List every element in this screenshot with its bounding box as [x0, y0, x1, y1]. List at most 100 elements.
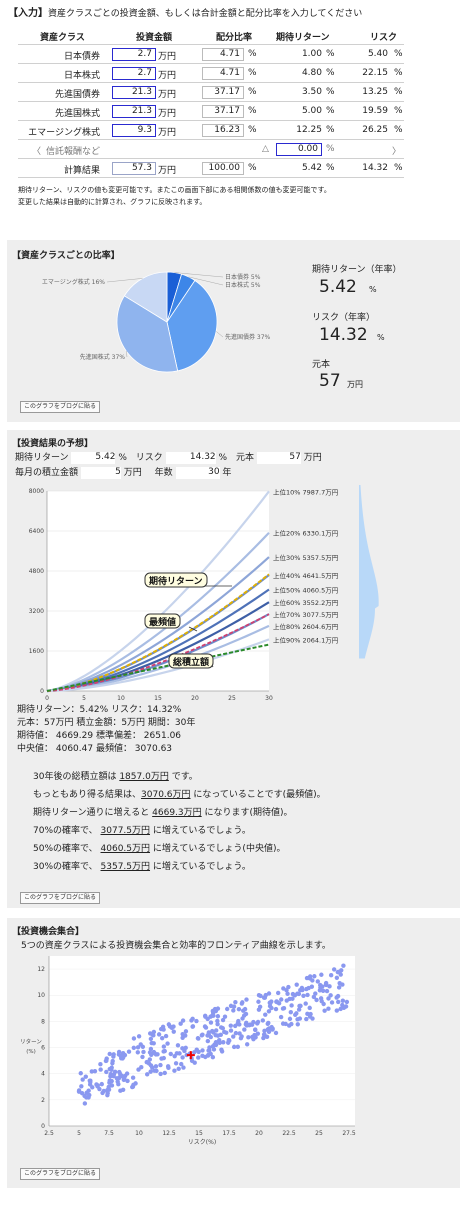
scatter-point: [233, 1030, 239, 1036]
scatter-point: [177, 1051, 182, 1056]
f-monthly-input[interactable]: 5: [80, 466, 121, 479]
risk-value[interactable]: 22.15: [362, 68, 388, 78]
scatter-point: [92, 1068, 98, 1074]
scatter-point: [165, 1041, 170, 1046]
ratio-input[interactable]: 4.71: [202, 67, 244, 80]
scatter-point: [296, 1007, 302, 1012]
scatter-point: [131, 1045, 137, 1050]
x-tick: 7.5: [104, 1130, 114, 1137]
scatter-point: [311, 994, 317, 1000]
blog-button-frontier[interactable]: このグラフをブログに貼る: [20, 1168, 101, 1180]
scatter-point: [150, 1065, 155, 1070]
scatter-point: [224, 1030, 229, 1035]
ratio-panel: 【資産クラスごとの比率】 日本債券 5% 日本株式 5% 先進国債券 37% 先進国株…: [7, 240, 460, 422]
percentile-label: 上位70% 3077.5万円: [273, 610, 338, 619]
fee-next-arrow[interactable]: 〉: [392, 147, 402, 157]
scatter-point: [220, 1026, 226, 1031]
return-value[interactable]: 12.25: [296, 125, 322, 135]
amount-input[interactable]: 9.3: [112, 124, 156, 137]
scatter-point: [326, 996, 331, 1001]
f-years-unit: 年: [222, 468, 232, 478]
scatter-point: [189, 1018, 194, 1023]
risk-value[interactable]: 19.59: [362, 106, 388, 116]
scatter-point: [299, 987, 304, 992]
scatter-point: [341, 963, 346, 968]
scatter-point: [208, 1034, 213, 1040]
return-value[interactable]: 1.00: [301, 49, 322, 59]
forecast-title: 【投資結果の予想】: [12, 439, 94, 449]
return-value[interactable]: 5.00: [301, 106, 322, 116]
pie-leader: [106, 278, 143, 283]
scatter-point: [160, 1024, 166, 1030]
risk-unit: %: [394, 49, 403, 59]
risk-value[interactable]: 5.40: [367, 49, 388, 59]
scatter-point: [323, 980, 329, 986]
col-risk: リスク: [370, 33, 398, 43]
risk-unit: %: [394, 87, 403, 97]
scatter-point: [339, 968, 344, 973]
f-risk-input[interactable]: 14.32: [165, 451, 216, 464]
scatter-point: [266, 991, 272, 996]
ratio-input[interactable]: 37.17: [202, 86, 244, 99]
scatter-point: [210, 1044, 216, 1049]
return-value[interactable]: 3.50: [301, 87, 322, 97]
risk-label: リスク（年率）: [312, 313, 376, 323]
pie-chart: 日本債券 5%日本株式 5% 先進国債券 37% 先進国株式 37% エマージング株式…: [42, 271, 271, 373]
y-tick: 0: [41, 1123, 45, 1130]
scatter-point: [287, 1016, 293, 1022]
scatter-point: [324, 988, 330, 994]
scatter-point: [116, 1052, 122, 1057]
principal-unit: 万円: [347, 380, 363, 389]
result-value: 3070.6万円: [141, 790, 191, 800]
asset-row: 日本債券 2.7 万円 4.71 % 1.00 % 5.40 %: [18, 45, 404, 64]
principal-label: 元本: [312, 360, 331, 370]
risk-value[interactable]: 26.25: [362, 125, 388, 135]
amount-input[interactable]: 2.7: [112, 48, 156, 61]
return-value[interactable]: 5.42: [301, 163, 322, 173]
scatter-point: [285, 991, 290, 997]
ratio-input[interactable]: 37.17: [202, 105, 244, 118]
scatter-point: [210, 1055, 216, 1060]
scatter-point: [111, 1072, 117, 1077]
amount-input[interactable]: 2.7: [112, 67, 156, 80]
scatter-point: [327, 984, 332, 989]
asset-row: 先進国債券 21.3 万円 37.17 % 3.50 % 13.25 %: [18, 83, 404, 102]
result-sentence: 50%の確率で、 4060.5万円 に増えているでしょう(中央値)。: [33, 844, 286, 854]
f-ret-label: 期待リターン: [15, 453, 69, 463]
x-tick: 17.5: [222, 1130, 236, 1137]
percentile-label: 上位10% 7987.7万円: [273, 487, 338, 496]
f-ret-input[interactable]: 5.42: [71, 451, 116, 464]
scatter-point: [328, 973, 334, 978]
scatter-point: [320, 988, 326, 994]
x-tick: 2.5: [44, 1130, 54, 1137]
scatter-point: [162, 1070, 167, 1076]
forecast-row-1: 期待リターン 5.42 % リスク 14.32 % 元本 57 万円: [15, 450, 322, 464]
amount-input[interactable]: 21.3: [112, 86, 156, 99]
amount-input[interactable]: 21.3: [112, 105, 156, 118]
scatter-point: [280, 1021, 286, 1026]
x-tick: 27.5: [342, 1130, 356, 1137]
risk-value[interactable]: 13.25: [362, 87, 388, 97]
scatter-point: [317, 988, 323, 993]
pie-slice: [123, 271, 168, 323]
blog-button-ratio[interactable]: このグラフをブログに貼る: [20, 401, 101, 413]
scatter-point: [171, 1024, 176, 1029]
blog-button-forecast[interactable]: このグラフをブログに貼る: [20, 892, 101, 904]
return-unit: %: [326, 125, 335, 135]
fee-input[interactable]: 0.00: [276, 143, 322, 156]
scatter-point: [237, 1031, 242, 1036]
f-years-input[interactable]: 30: [175, 466, 220, 479]
fee-prev-arrow[interactable]: 〈: [32, 147, 42, 157]
scatter-point: [126, 1049, 132, 1054]
scatter-point: [87, 1092, 92, 1098]
return-value[interactable]: 4.80: [301, 68, 322, 78]
scatter-point: [241, 1013, 247, 1018]
scatter-point: [244, 997, 249, 1002]
scatter-point: [116, 1075, 122, 1081]
ratio-input[interactable]: 16.23: [202, 124, 244, 137]
ratio-input[interactable]: 4.71: [202, 48, 244, 61]
scatter-point: [261, 1035, 266, 1041]
x-axis-label: リスク(%): [188, 1139, 216, 1146]
risk-value[interactable]: 14.32: [362, 163, 388, 173]
